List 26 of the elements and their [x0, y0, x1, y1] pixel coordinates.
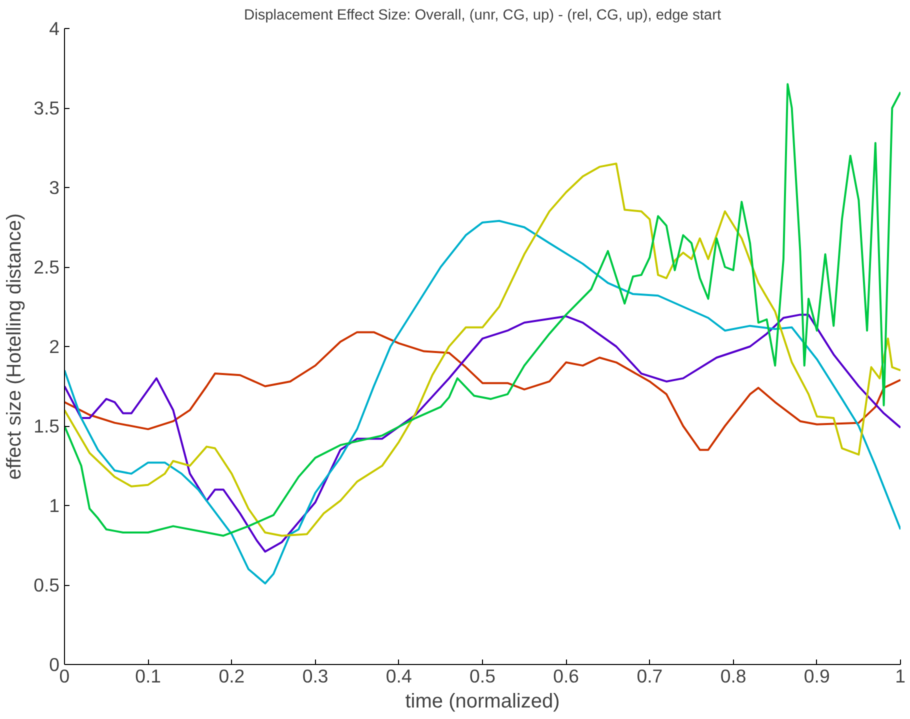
- line-series: [64, 83, 900, 537]
- line-series: [64, 162, 900, 537]
- line-series: [64, 220, 900, 584]
- x-tick-label: 0.3: [302, 666, 328, 686]
- x-tick-label: 0.9: [804, 666, 830, 686]
- x-tick-label: 0.4: [386, 666, 412, 686]
- x-tick-label: 0.2: [218, 666, 245, 686]
- x-tick-label: 0.5: [470, 666, 496, 686]
- y-tick-label: 3: [49, 177, 60, 198]
- line-series: [64, 331, 900, 451]
- y-tick-label: 4: [49, 18, 60, 39]
- x-tick-label: 1: [895, 666, 906, 686]
- x-axis-title: time (normalized): [405, 690, 560, 712]
- x-tick-label: 0.6: [553, 666, 580, 686]
- x-tick-label: 0.7: [636, 666, 663, 686]
- y-tick-label: 2: [49, 336, 60, 357]
- y-tick-label: 3.5: [34, 98, 60, 118]
- y-axis-title: effect size (Hotelling distance): [4, 213, 26, 480]
- y-tick-label: 1: [49, 495, 60, 516]
- x-tick-label: 0.8: [720, 666, 746, 686]
- line-series: [64, 314, 900, 553]
- x-tick-label: 0.1: [135, 666, 162, 686]
- y-tick-label: 1.5: [34, 416, 60, 436]
- y-tick-label: 2.5: [34, 256, 60, 278]
- y-tick-label: 0.5: [34, 574, 60, 596]
- chart-title: Displacement Effect Size: Overall, (unr, CG, up) - (rel, CG, up), edge start: [244, 8, 722, 24]
